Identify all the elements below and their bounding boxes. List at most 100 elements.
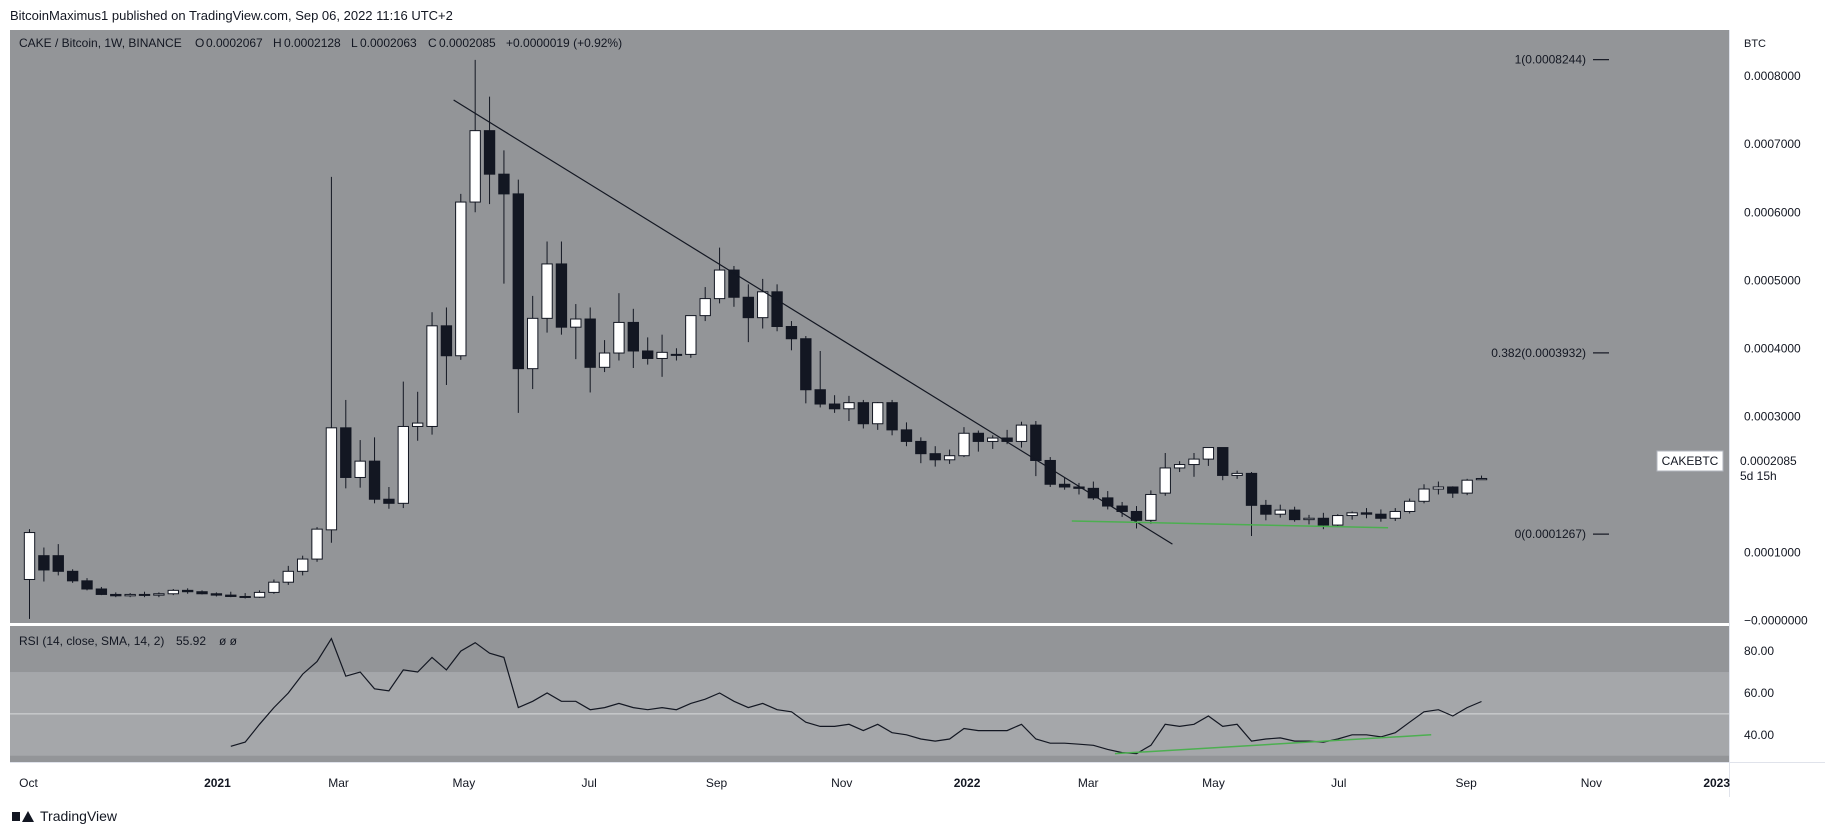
time-tick-label: 2022 bbox=[954, 776, 981, 790]
last-price-bg bbox=[1730, 450, 1825, 488]
candle-body bbox=[167, 589, 179, 595]
tradingview-brand[interactable]: TradingView bbox=[12, 808, 117, 824]
candle-body bbox=[455, 201, 467, 357]
candle-body bbox=[1375, 513, 1387, 519]
candle-body bbox=[886, 402, 898, 431]
candles-group bbox=[23, 59, 1488, 619]
descending-trendline bbox=[453, 99, 1173, 545]
candle-body bbox=[66, 570, 79, 582]
time-tick-label: Jul bbox=[581, 776, 596, 790]
candle-body bbox=[1202, 447, 1215, 460]
time-axis[interactable]: Oct 2021 Mar May Jul Sep Nov 2022 Mar May Jul Sep No… bbox=[19, 776, 1730, 790]
candle-body bbox=[1475, 477, 1488, 481]
candle-body bbox=[138, 593, 151, 596]
price-tick-label: −0.0000000 bbox=[1744, 613, 1808, 627]
candle-body bbox=[153, 593, 165, 596]
candle-body bbox=[1087, 487, 1100, 499]
candle-body bbox=[1188, 458, 1200, 466]
candle-body bbox=[915, 440, 927, 455]
ohlc-o-value: 0.0002067 bbox=[206, 36, 263, 50]
candle-body bbox=[541, 263, 553, 319]
candle-body bbox=[642, 350, 654, 359]
candle-body bbox=[1447, 486, 1459, 494]
ohlc-h-value: 0.0002128 bbox=[284, 36, 341, 50]
candle-body bbox=[354, 460, 366, 478]
candle-body bbox=[1303, 517, 1315, 521]
candle-body bbox=[81, 580, 93, 590]
price-tick-label: 0.0005000 bbox=[1744, 273, 1801, 287]
candle-body bbox=[512, 193, 524, 370]
price-pane[interactable] bbox=[10, 30, 1729, 623]
ohlc-l-value: 0.0002063 bbox=[360, 36, 417, 50]
candle-body bbox=[670, 353, 683, 356]
overlays-group bbox=[453, 99, 1389, 545]
candle-body bbox=[239, 595, 251, 598]
rsi-tick-label: 60.00 bbox=[1744, 686, 1774, 700]
candle-body bbox=[958, 432, 970, 457]
candle-body bbox=[110, 593, 122, 597]
time-tick-label: Nov bbox=[831, 776, 852, 790]
time-tick-label: May bbox=[1202, 776, 1225, 790]
candle-body bbox=[1116, 505, 1128, 512]
candle-body bbox=[181, 589, 194, 593]
candle-body bbox=[469, 130, 481, 203]
candle-body bbox=[1274, 509, 1286, 515]
candle-body bbox=[699, 298, 711, 317]
candle-body bbox=[1346, 512, 1358, 517]
time-tick-label: Nov bbox=[1581, 776, 1602, 790]
rsi-axis[interactable]: 80.00 60.00 40.00 bbox=[1744, 644, 1774, 742]
time-tick-label: Mar bbox=[1078, 776, 1099, 790]
last-price-value: 0.0002085 bbox=[1740, 454, 1797, 468]
candle-body bbox=[498, 173, 510, 195]
candle-body bbox=[814, 389, 826, 405]
candle-body bbox=[124, 593, 136, 597]
candle-body bbox=[527, 317, 539, 370]
candle-body bbox=[929, 453, 941, 461]
candle-body bbox=[368, 460, 381, 500]
candle-body bbox=[987, 437, 999, 442]
ohlc-o-label: O bbox=[195, 36, 204, 50]
time-tick-label: May bbox=[453, 776, 476, 790]
candle-body bbox=[23, 532, 36, 580]
candle-body bbox=[828, 403, 841, 410]
chart-svg[interactable]: 1(0.0008244) 0.382(0.0003932) 0(0.0001267)… bbox=[10, 30, 1825, 797]
candle-body bbox=[483, 130, 496, 175]
time-tick-label: 2021 bbox=[204, 776, 231, 790]
candle-body bbox=[872, 402, 884, 425]
candle-body bbox=[1159, 467, 1171, 494]
candle-body bbox=[685, 315, 697, 355]
candle-body bbox=[584, 318, 596, 368]
candle-body bbox=[397, 425, 409, 504]
ohlc-l-label: L bbox=[351, 36, 358, 50]
price-tick-label: 0.0006000 bbox=[1744, 205, 1801, 219]
price-axis[interactable]: 0.0008000 0.0007000 0.0006000 0.0005000 0.00… bbox=[1744, 69, 1808, 627]
fib-levels-group: 1(0.0008244) 0.382(0.0003932) 0(0.0001267) bbox=[1491, 53, 1609, 541]
candle-body bbox=[757, 291, 769, 319]
candle-body bbox=[426, 325, 438, 427]
candle-body bbox=[1461, 479, 1473, 494]
price-tick-label: 0.0007000 bbox=[1744, 137, 1801, 151]
last-price-marker[interactable]: CAKEBTC 0.0002085 5d 15h bbox=[1656, 450, 1825, 488]
candle-body bbox=[1389, 510, 1401, 519]
candle-body bbox=[1044, 459, 1056, 485]
candle-body bbox=[843, 402, 855, 410]
candle-body bbox=[1015, 424, 1028, 442]
rsi-label[interactable]: RSI (14, close, SMA, 14, 2) bbox=[19, 634, 164, 648]
candle-body bbox=[325, 427, 338, 531]
candle-body bbox=[1173, 464, 1186, 469]
candle-body bbox=[225, 594, 237, 597]
last-price-countdown: 5d 15h bbox=[1740, 469, 1777, 483]
candle-body bbox=[311, 528, 323, 560]
candle-body bbox=[1403, 500, 1416, 512]
candle-body bbox=[598, 352, 611, 368]
chart-frame: 1(0.0008244) 0.382(0.0003932) 0(0.0001267)… bbox=[10, 30, 1825, 797]
time-tick-label: Sep bbox=[1455, 776, 1477, 790]
candle-body bbox=[383, 498, 395, 504]
candle-body bbox=[800, 338, 812, 391]
time-tick-label: Mar bbox=[328, 776, 349, 790]
candle-body bbox=[771, 291, 783, 327]
symbol-label[interactable]: CAKE / Bitcoin, 1W, BINANCE bbox=[19, 36, 182, 50]
candle-body bbox=[196, 591, 208, 595]
tradingview-logo-icon bbox=[12, 809, 34, 823]
candle-body bbox=[656, 351, 668, 359]
